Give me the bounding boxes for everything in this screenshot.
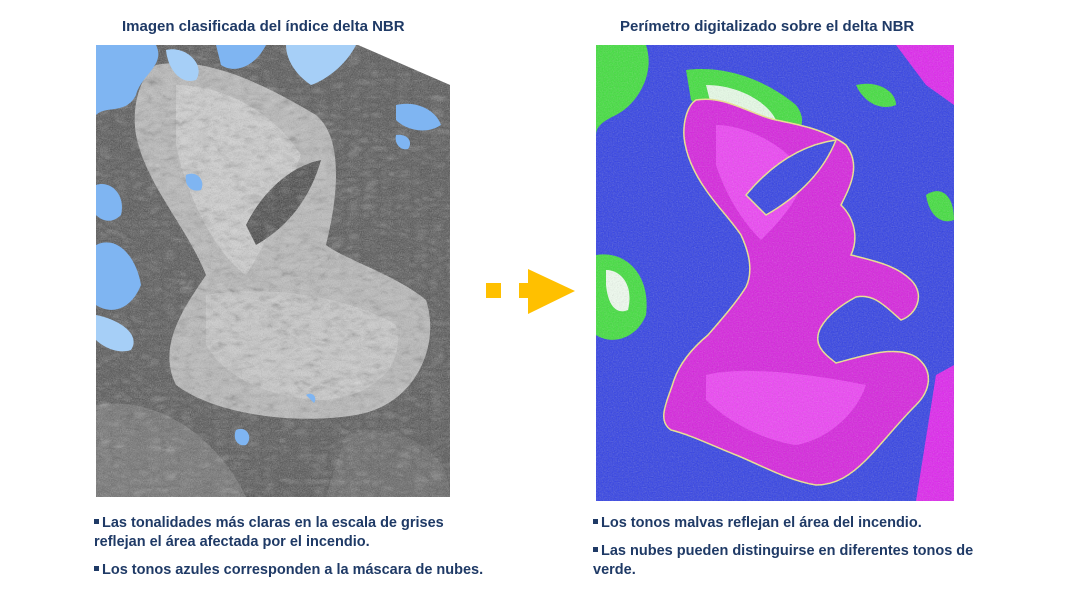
left-panel-title: Imagen clasificada del índice delta NBR xyxy=(122,18,405,35)
digitized-perimeter-image xyxy=(596,45,954,501)
bullet-square-icon xyxy=(593,519,598,524)
right-bullet-1: Los tonos malvas reflejan el área del in… xyxy=(593,514,1013,533)
right-bullet-list: Los tonos malvas reflejan el área del in… xyxy=(593,514,1013,589)
bullet-square-icon xyxy=(94,566,99,571)
right-bullet-2: Las nubes pueden distinguirse en diferen… xyxy=(593,543,974,578)
bullet-square-icon xyxy=(593,547,598,552)
right-panel-title: Perímetro digitalizado sobre el delta NB… xyxy=(620,18,915,35)
left-bullet-2: Los tonos azules corresponden a la másca… xyxy=(94,561,484,580)
bullet-square-icon xyxy=(94,519,99,524)
dashed-right-arrow-icon xyxy=(486,269,575,314)
left-bullet-1: Las tonalidades más claras en la escala … xyxy=(94,515,444,550)
classified-dnbr-image xyxy=(96,45,450,497)
left-bullet-list: Las tonalidades más claras en la escala … xyxy=(94,514,484,589)
